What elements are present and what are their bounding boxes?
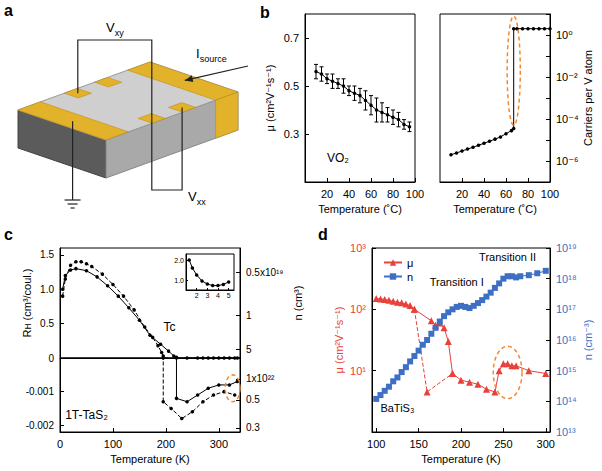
svg-text:200: 200 (452, 438, 470, 450)
svg-text:0.5x10¹⁹: 0.5x10¹⁹ (246, 267, 284, 278)
svg-text:100: 100 (104, 438, 122, 450)
svg-text:0.3: 0.3 (246, 422, 260, 433)
svg-text:300: 300 (537, 438, 555, 450)
svg-text:10²: 10² (350, 303, 366, 315)
svg-text:-0.001: -0.001 (26, 386, 55, 397)
svg-text:Temperature (K): Temperature (K) (110, 453, 189, 465)
svg-text:1: 1 (246, 310, 252, 321)
svg-text:40: 40 (478, 188, 490, 200)
svg-text:80: 80 (387, 188, 399, 200)
svg-text:n: n (407, 271, 413, 283)
svg-text:100: 100 (367, 438, 385, 450)
svg-text:5: 5 (227, 292, 231, 299)
svg-text:Temperature (˚C): Temperature (˚C) (318, 203, 402, 215)
svg-text:40: 40 (343, 188, 355, 200)
svg-text:0: 0 (48, 353, 54, 364)
svg-text:10¹⁸: 10¹⁸ (556, 273, 577, 285)
svg-text:10⁰: 10⁰ (556, 29, 573, 41)
svg-text:10⁻²: 10⁻² (556, 71, 578, 83)
svg-text:0.5: 0.5 (246, 394, 260, 405)
svg-text:3: 3 (205, 292, 209, 299)
svg-text:5: 5 (246, 344, 252, 355)
svg-text:10¹⁶: 10¹⁶ (556, 334, 576, 346)
svg-text:0.7: 0.7 (284, 32, 299, 44)
svg-text:Vxx: Vxx (188, 189, 206, 207)
svg-text:60: 60 (365, 188, 377, 200)
svg-text:4: 4 (216, 292, 220, 299)
svg-text:Temperature (˚C): Temperature (˚C) (453, 203, 537, 215)
svg-text:2.0: 2.0 (174, 257, 184, 264)
svg-text:150: 150 (409, 438, 427, 450)
svg-text:10¹⁴: 10¹⁴ (556, 395, 577, 407)
svg-text:0.5: 0.5 (40, 318, 54, 329)
svg-text:1.5: 1.5 (40, 249, 54, 260)
svg-text:10¹⁷: 10¹⁷ (556, 303, 576, 315)
svg-text:Rʜ (cm³/coul.): Rʜ (cm³/coul.) (21, 268, 33, 337)
svg-text:100: 100 (541, 188, 559, 200)
svg-text:c: c (4, 226, 13, 243)
svg-text:20: 20 (456, 188, 468, 200)
svg-text:10¹⁵: 10¹⁵ (556, 365, 576, 377)
svg-text:1T-TaS₂: 1T-TaS₂ (65, 408, 108, 422)
svg-text:b: b (260, 4, 270, 21)
svg-text:0.3: 0.3 (284, 128, 299, 140)
svg-text:0: 0 (57, 438, 63, 450)
svg-text:a: a (4, 2, 13, 19)
svg-text:100: 100 (406, 188, 424, 200)
svg-text:80: 80 (522, 188, 534, 200)
svg-text:Tc: Tc (164, 320, 176, 334)
svg-text:Isource: Isource (196, 46, 227, 64)
svg-text:Vxy: Vxy (106, 20, 124, 38)
svg-text:0.5: 0.5 (284, 80, 299, 92)
svg-text:Temperature (K): Temperature (K) (421, 453, 500, 465)
svg-text:250: 250 (494, 438, 512, 450)
svg-text:200: 200 (157, 438, 175, 450)
svg-text:1x10²²: 1x10²² (246, 373, 275, 384)
svg-text:Carriers per V atom: Carriers per V atom (582, 50, 594, 146)
svg-text:1.0: 1.0 (174, 277, 184, 284)
svg-text:μ (cm²V⁻¹s⁻¹): μ (cm²V⁻¹s⁻¹) (264, 65, 276, 132)
svg-text:20: 20 (321, 188, 333, 200)
svg-text:Transition II: Transition II (479, 251, 536, 263)
svg-text:10¹³: 10¹³ (556, 426, 576, 438)
svg-text:60: 60 (500, 188, 512, 200)
svg-text:-0.002: -0.002 (26, 420, 55, 431)
svg-text:d: d (318, 226, 328, 243)
svg-text:VO₂: VO₂ (327, 151, 349, 165)
svg-text:1.0: 1.0 (40, 284, 54, 295)
svg-text:μ (cm²V⁻¹s⁻¹): μ (cm²V⁻¹s⁻¹) (333, 307, 345, 374)
svg-text:n (cm⁻³): n (cm⁻³) (582, 320, 594, 361)
svg-text:2: 2 (195, 292, 199, 299)
svg-text:BaTiS₃: BaTiS₃ (380, 402, 414, 414)
svg-text:10⁻⁶: 10⁻⁶ (556, 155, 579, 167)
svg-text:10¹: 10¹ (350, 365, 366, 377)
svg-text:n (cm³): n (cm³) (292, 286, 304, 321)
svg-text:μ: μ (407, 257, 413, 269)
svg-text:10⁻⁴: 10⁻⁴ (556, 113, 579, 125)
svg-text:10³: 10³ (350, 242, 366, 254)
svg-text:10¹⁹: 10¹⁹ (556, 242, 577, 254)
svg-text:Transition I: Transition I (430, 276, 484, 288)
svg-text:300: 300 (210, 438, 228, 450)
